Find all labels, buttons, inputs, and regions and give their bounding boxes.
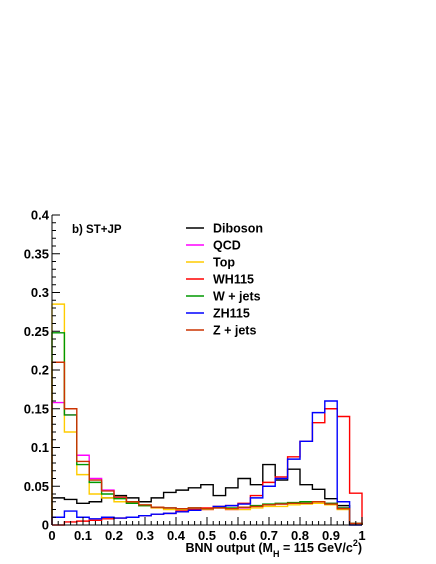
x-tick-label: 0.1	[74, 528, 92, 543]
legend: Diboson QCD Top WH115 W + jets ZH115 Z + jets	[186, 222, 263, 338]
y-tick-label: 0.05	[24, 479, 49, 494]
series-line-z-jets	[51, 361, 363, 525]
y-tick-label: 0.25	[24, 324, 49, 339]
x-tick-label: 0	[48, 528, 55, 543]
x-tick-label: 1	[358, 528, 365, 543]
legend-label: W + jets	[213, 290, 261, 304]
x-tick-label: 0.7	[260, 528, 278, 543]
panel-label: b) ST+JP	[72, 224, 122, 236]
axis-layer: 0 0.1 0.2 0.3 0.4 0.5 0.6 0.7 0.8 0.9 1 0 0.05 0.1 0.1…	[24, 208, 366, 544]
series-layer	[51, 303, 363, 526]
x-tick-label: 0.5	[198, 528, 216, 543]
y-tick-label: 0.15	[24, 401, 49, 416]
x-axis-label: BNN output (MH = 115 GeV/c2)	[186, 538, 363, 559]
x-tick-label: 0.6	[229, 528, 247, 543]
y-tick-label: 0.2	[31, 363, 49, 378]
y-tick-label: 0.1	[31, 440, 49, 455]
legend-label: WH115	[213, 273, 254, 287]
x-tick-label: 0.4	[167, 528, 186, 543]
x-axis-label-subscript: H	[273, 549, 280, 559]
legend-label: ZH115	[213, 307, 250, 321]
legend-label: Z + jets	[213, 324, 256, 338]
y-tick-label: 0.3	[31, 285, 49, 300]
x-axis-label-superscript: 2	[353, 538, 358, 548]
legend-label: QCD	[213, 239, 241, 253]
y-tick-label: 0.35	[24, 246, 49, 261]
legend-label: Top	[213, 256, 235, 270]
y-tick-label: 0	[42, 518, 49, 533]
x-tick-label: 0.9	[322, 528, 340, 543]
x-tick-label: 0.3	[136, 528, 154, 543]
y-tick-label: 0.4	[31, 208, 50, 223]
series-line-diboson	[51, 463, 363, 525]
x-tick-label: 0.8	[291, 528, 309, 543]
x-tick-label: 0.2	[105, 528, 123, 543]
legend-label: Diboson	[213, 222, 263, 236]
